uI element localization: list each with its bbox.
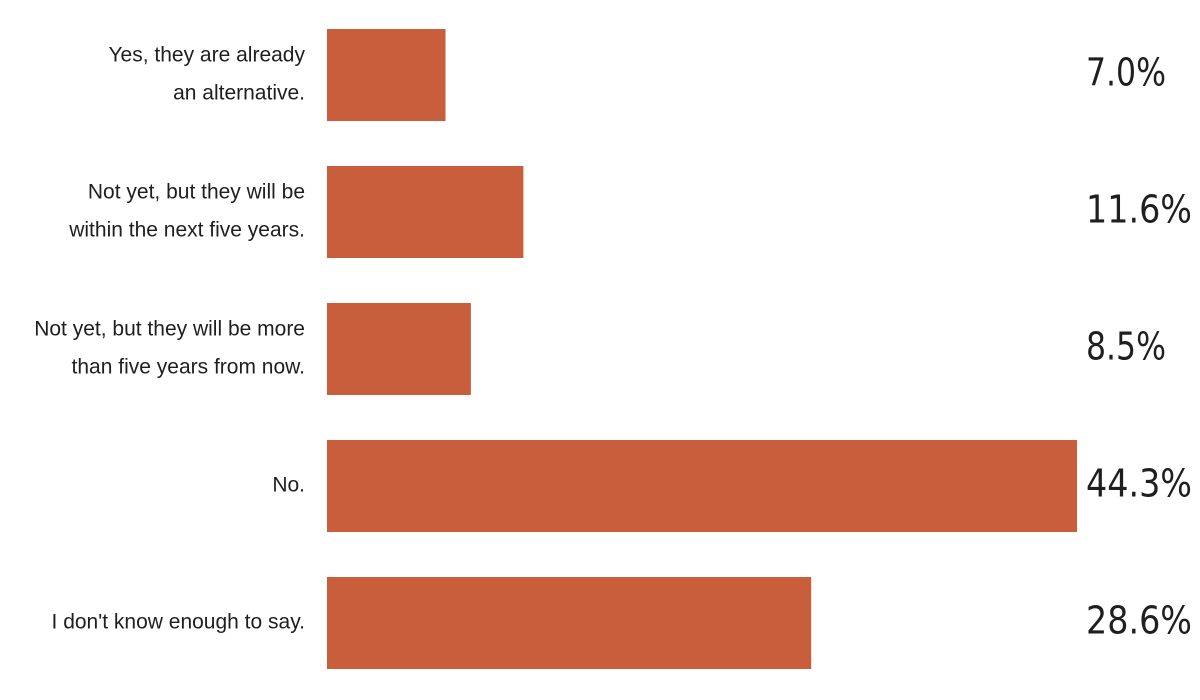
value-label: 7.0% — [1086, 51, 1166, 95]
value-labels-group: 7.0% 11.6% 8.5% 44.3% 28.6% — [1086, 51, 1192, 643]
bar — [327, 577, 812, 669]
category-label-line: I don't know enough to say. — [52, 611, 305, 634]
category-label: No. — [272, 474, 305, 497]
bar — [327, 440, 1077, 532]
category-label: I don't know enough to say. — [52, 611, 305, 634]
value-label: 28.6% — [1086, 599, 1192, 643]
category-label-line: than five years from now. — [72, 356, 305, 379]
bar — [327, 303, 471, 395]
category-labels-group: Yes, they are already an alternative. Not … — [34, 44, 305, 634]
category-label-line: within the next five years. — [68, 219, 305, 242]
value-label: 44.3% — [1086, 462, 1192, 506]
bars-group — [327, 29, 1077, 669]
category-label-line: Not yet, but they will be more — [34, 318, 305, 341]
category-label: Yes, they are already an alternative. — [108, 44, 305, 105]
category-label: Not yet, but they will be more than five … — [34, 318, 305, 379]
bar — [327, 29, 446, 121]
value-label: 11.6% — [1086, 188, 1192, 232]
bar — [327, 166, 524, 258]
category-label: Not yet, but they will be within the next… — [68, 181, 305, 242]
category-label-line: No. — [272, 474, 305, 497]
value-label: 8.5% — [1086, 325, 1166, 369]
category-label-line: Yes, they are already — [108, 44, 305, 67]
category-label-line: Not yet, but they will be — [88, 181, 305, 204]
category-label-line: an alternative. — [173, 82, 305, 105]
